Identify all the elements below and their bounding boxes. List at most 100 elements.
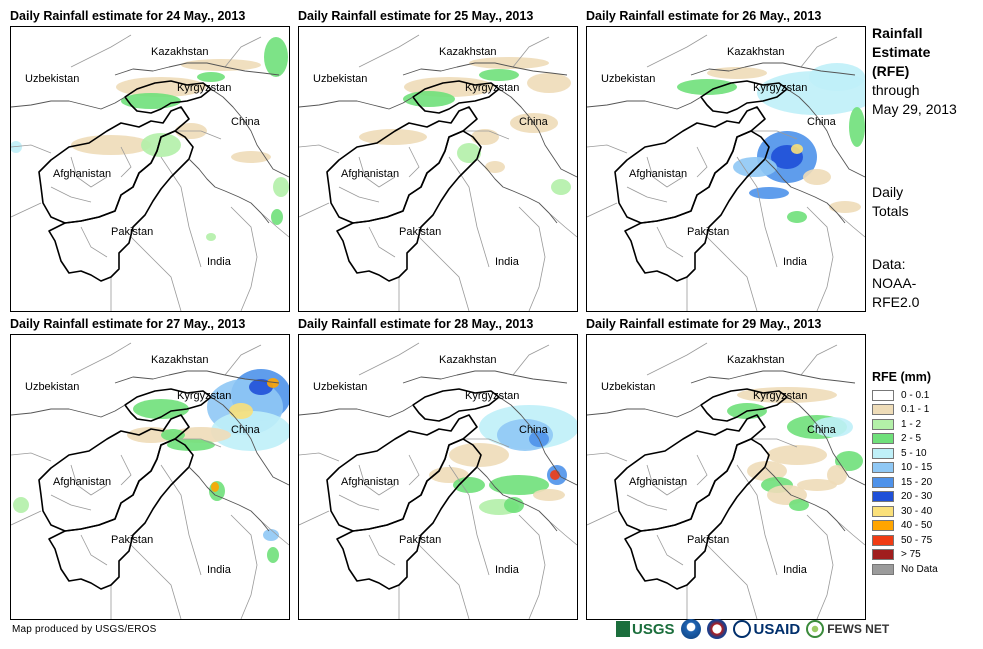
admin-boundary-line xyxy=(70,342,132,376)
admin-boundary-line xyxy=(358,342,420,376)
rainfall-patch xyxy=(849,107,865,147)
admin-boundary-line xyxy=(230,514,258,619)
rainfall-patch xyxy=(489,475,549,495)
rainfall-patch xyxy=(827,465,847,485)
side-title-line: Rainfall xyxy=(872,25,923,41)
admin-boundary-line xyxy=(11,510,42,526)
legend-swatch xyxy=(872,520,894,532)
rainfall-patch xyxy=(121,93,181,109)
map-label-uzbekistan: Uzbekistan xyxy=(601,73,655,85)
map-frame: Kazakhstan Uzbekistan Kyrgyzstan China Afgha… xyxy=(10,26,290,312)
rainfall-patch xyxy=(206,233,216,241)
map-label-china: China xyxy=(519,424,549,436)
legend-item: 20 - 30 xyxy=(872,490,938,505)
admin-boundary-line xyxy=(70,464,108,496)
admin-boundary-line xyxy=(338,186,380,203)
admin-boundary-line xyxy=(800,344,838,376)
usgs-mark-icon xyxy=(616,621,630,637)
panel-title: Daily Rainfall estimate for 28 May., 201… xyxy=(298,317,534,331)
map-label-kazakhstan: Kazakhstan xyxy=(439,354,496,366)
border-kaz xyxy=(114,62,280,76)
legend-title: RFE (mm) xyxy=(872,370,932,384)
rainfall-patch xyxy=(485,161,505,173)
rainfall-patch xyxy=(829,201,861,213)
admin-boundary-line xyxy=(736,464,778,576)
admin-boundary-line xyxy=(463,438,510,448)
admin-boundary-line xyxy=(736,156,778,268)
rainfall-patch xyxy=(469,57,549,69)
admin-boundary-line xyxy=(587,144,628,154)
panel-title: Daily Rainfall estimate for 27 May., 201… xyxy=(10,317,246,331)
usgs-logo: USGS xyxy=(616,621,675,638)
map-frame: Kazakhstan Uzbekistan Kyrgyzstan China Afgha… xyxy=(10,334,290,620)
border-pak xyxy=(624,438,770,590)
admin-boundary-line xyxy=(160,156,202,268)
admin-boundary-line xyxy=(224,344,262,376)
admin-boundary-line xyxy=(11,202,42,218)
border-kgz xyxy=(124,80,212,114)
map-svg: Kazakhstan Uzbekistan Kyrgyzstan China Afgha… xyxy=(11,34,289,311)
rainfall-patch xyxy=(453,477,485,493)
map-label-afghanistan: Afghanistan xyxy=(341,168,399,180)
map-label-uzbekistan: Uzbekistan xyxy=(313,73,367,85)
admin-boundary-line xyxy=(448,464,490,576)
border-ind xyxy=(764,158,846,224)
admin-boundary-line xyxy=(368,226,396,258)
admin-boundary-line xyxy=(160,464,202,576)
admin-boundary-line xyxy=(130,544,182,619)
admin-boundary-line xyxy=(299,510,330,526)
map-label-kazakhstan: Kazakhstan xyxy=(727,46,784,58)
rainfall-patch xyxy=(809,63,865,91)
country-borders xyxy=(11,62,289,282)
legend-swatch xyxy=(872,491,894,503)
admin-boundary-line xyxy=(751,438,798,448)
border-uzb xyxy=(11,96,126,110)
border-chn xyxy=(498,396,577,486)
rainfall-patch xyxy=(733,157,777,177)
admin-boundary-line xyxy=(512,344,550,376)
admin-boundary-line xyxy=(587,202,618,218)
border-chn xyxy=(210,88,289,178)
admin-boundary-line xyxy=(50,186,92,203)
map-label-kyrgyzstan: Kyrgyzstan xyxy=(753,82,807,94)
admin-boundary-line xyxy=(80,226,108,258)
border-kaz xyxy=(690,62,856,76)
map-label-india: India xyxy=(783,564,808,576)
map-svg: Kazakhstan Uzbekistan Kyrgyzstan China Afgha… xyxy=(11,342,289,619)
rainfall-patch xyxy=(479,69,519,81)
admin-boundary-line xyxy=(338,494,380,511)
legend-item: 0 - 0.1 xyxy=(872,388,938,403)
border-uzb xyxy=(11,404,126,418)
border-uzb xyxy=(587,404,702,418)
legend-swatch xyxy=(872,404,894,416)
map-label-china: China xyxy=(807,116,837,128)
admin-boundaries xyxy=(587,34,865,311)
admin-boundary-line xyxy=(80,534,108,566)
legend-item: 10 - 15 xyxy=(872,461,938,476)
map-label-pakistan: Pakistan xyxy=(687,534,729,546)
rainfall-patch xyxy=(737,387,837,403)
admin-boundary-line xyxy=(518,514,546,619)
border-chn xyxy=(210,396,289,486)
border-ind xyxy=(188,158,270,224)
legend-item: 50 - 75 xyxy=(872,533,938,548)
seal-logo-icon xyxy=(706,619,727,639)
border-kgz xyxy=(124,388,212,422)
rainfall-patch xyxy=(231,151,271,163)
admin-boundary-line xyxy=(587,452,628,462)
map-svg: Kazakhstan Uzbekistan Kyrgyzstan China Afgha… xyxy=(587,34,865,311)
rainfall-layer xyxy=(429,405,577,515)
rainfall-patch xyxy=(141,133,181,157)
rainfall-patch xyxy=(267,378,279,388)
rainfall-patch xyxy=(813,417,853,437)
admin-boundary-line xyxy=(696,146,708,178)
map-label-uzbekistan: Uzbekistan xyxy=(25,73,79,85)
map-label-china: China xyxy=(231,116,261,128)
admin-boundary-line xyxy=(626,186,668,203)
legend-label: > 75 xyxy=(901,549,921,561)
map-label-india: India xyxy=(207,256,232,268)
rainfall-patch xyxy=(11,141,22,153)
panel-title: Daily Rainfall estimate for 25 May., 201… xyxy=(298,9,534,23)
admin-boundary-line xyxy=(175,438,222,448)
rainfall-patch xyxy=(677,79,737,95)
